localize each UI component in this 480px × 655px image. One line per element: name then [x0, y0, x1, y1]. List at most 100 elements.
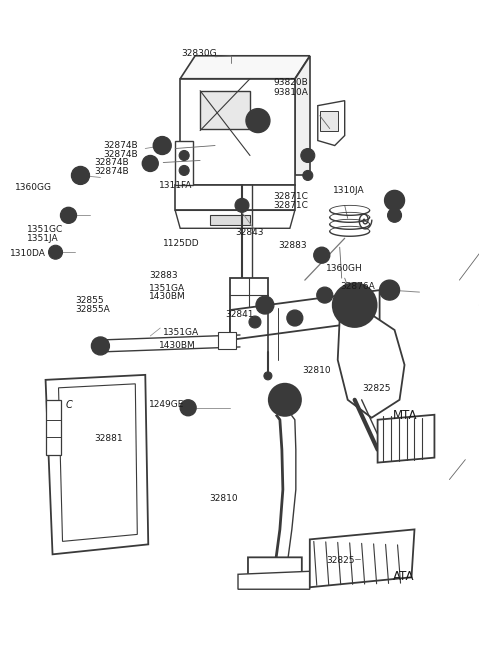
- Circle shape: [239, 202, 245, 208]
- Polygon shape: [46, 400, 60, 455]
- Circle shape: [146, 159, 154, 168]
- Circle shape: [292, 315, 298, 321]
- Polygon shape: [180, 56, 310, 79]
- Circle shape: [76, 172, 84, 179]
- Polygon shape: [338, 312, 405, 418]
- Circle shape: [235, 198, 249, 212]
- Text: C: C: [65, 400, 72, 410]
- Circle shape: [384, 191, 405, 210]
- Text: 1360GH: 1360GH: [326, 264, 363, 273]
- Text: 32871C: 32871C: [274, 201, 308, 210]
- Circle shape: [380, 280, 399, 300]
- Circle shape: [48, 245, 62, 259]
- Circle shape: [301, 149, 315, 162]
- Text: 32883: 32883: [149, 271, 178, 280]
- Circle shape: [180, 400, 196, 416]
- Circle shape: [287, 310, 303, 326]
- Polygon shape: [230, 278, 268, 335]
- Polygon shape: [175, 185, 295, 210]
- Polygon shape: [248, 557, 302, 577]
- Text: 32810: 32810: [209, 494, 238, 503]
- Circle shape: [317, 287, 333, 303]
- Circle shape: [333, 283, 377, 327]
- Text: 32855: 32855: [75, 296, 104, 305]
- Text: 1310DA: 1310DA: [10, 248, 46, 257]
- Circle shape: [256, 296, 274, 314]
- Bar: [210, 215, 250, 225]
- Polygon shape: [378, 415, 434, 462]
- Text: MTA: MTA: [393, 409, 418, 422]
- Circle shape: [387, 208, 402, 222]
- Text: 32825: 32825: [326, 556, 355, 565]
- Text: 32843: 32843: [235, 229, 264, 237]
- Text: 32810: 32810: [302, 366, 331, 375]
- Circle shape: [246, 109, 270, 132]
- Circle shape: [314, 247, 330, 263]
- Text: 93810A: 93810A: [274, 88, 308, 97]
- Polygon shape: [230, 290, 380, 340]
- Polygon shape: [175, 141, 193, 185]
- Text: 1311FA: 1311FA: [158, 181, 192, 190]
- Text: 1351GC: 1351GC: [27, 225, 63, 234]
- Polygon shape: [46, 375, 148, 554]
- Text: 32881: 32881: [94, 434, 123, 443]
- Circle shape: [60, 208, 76, 223]
- Circle shape: [261, 301, 269, 309]
- Circle shape: [269, 384, 301, 416]
- Circle shape: [96, 341, 106, 351]
- Text: 32874B: 32874B: [104, 141, 138, 151]
- Polygon shape: [295, 56, 310, 176]
- Text: 32874B: 32874B: [104, 150, 138, 159]
- Text: 1430BM: 1430BM: [149, 292, 186, 301]
- Text: 32883: 32883: [278, 241, 307, 250]
- Circle shape: [157, 141, 167, 151]
- Polygon shape: [310, 529, 415, 588]
- Circle shape: [390, 195, 399, 206]
- Text: 1430BM: 1430BM: [158, 341, 195, 350]
- Text: 1310JA: 1310JA: [333, 186, 365, 195]
- Circle shape: [343, 293, 367, 317]
- Text: 1351JA: 1351JA: [27, 234, 59, 242]
- Polygon shape: [59, 384, 137, 542]
- Circle shape: [264, 372, 272, 380]
- Circle shape: [305, 153, 311, 159]
- Text: 32830G: 32830G: [181, 48, 217, 58]
- Circle shape: [249, 316, 261, 328]
- Circle shape: [142, 155, 158, 172]
- Circle shape: [318, 252, 326, 259]
- Circle shape: [153, 136, 171, 155]
- Bar: [200, 90, 250, 128]
- Bar: [320, 111, 338, 130]
- Circle shape: [350, 300, 360, 310]
- Circle shape: [91, 337, 109, 355]
- Text: 1360GG: 1360GG: [15, 183, 52, 192]
- Bar: [218, 332, 236, 349]
- Text: ATA: ATA: [393, 571, 415, 584]
- Circle shape: [303, 170, 313, 180]
- Circle shape: [72, 166, 89, 185]
- Circle shape: [277, 392, 293, 408]
- Text: 1249GE: 1249GE: [149, 400, 184, 409]
- Text: 93820B: 93820B: [274, 78, 308, 87]
- Text: 32876A: 32876A: [340, 282, 375, 291]
- Circle shape: [52, 249, 59, 255]
- Circle shape: [385, 286, 394, 294]
- Polygon shape: [238, 571, 310, 590]
- Text: 1125DD: 1125DD: [163, 240, 200, 248]
- Polygon shape: [318, 101, 345, 145]
- Text: 32825: 32825: [362, 384, 391, 394]
- Text: 1351GA: 1351GA: [163, 328, 200, 337]
- Text: 32871C: 32871C: [274, 193, 308, 201]
- Text: 1351GA: 1351GA: [149, 284, 185, 293]
- Circle shape: [65, 212, 72, 218]
- Text: 32874B: 32874B: [94, 167, 129, 176]
- Circle shape: [179, 151, 189, 160]
- Circle shape: [322, 292, 328, 298]
- Text: 32841: 32841: [226, 310, 254, 319]
- Text: 32874B: 32874B: [94, 159, 129, 168]
- Polygon shape: [175, 210, 295, 229]
- Polygon shape: [180, 79, 295, 185]
- Circle shape: [179, 166, 189, 176]
- Circle shape: [184, 403, 192, 412]
- Text: 32855A: 32855A: [75, 305, 109, 314]
